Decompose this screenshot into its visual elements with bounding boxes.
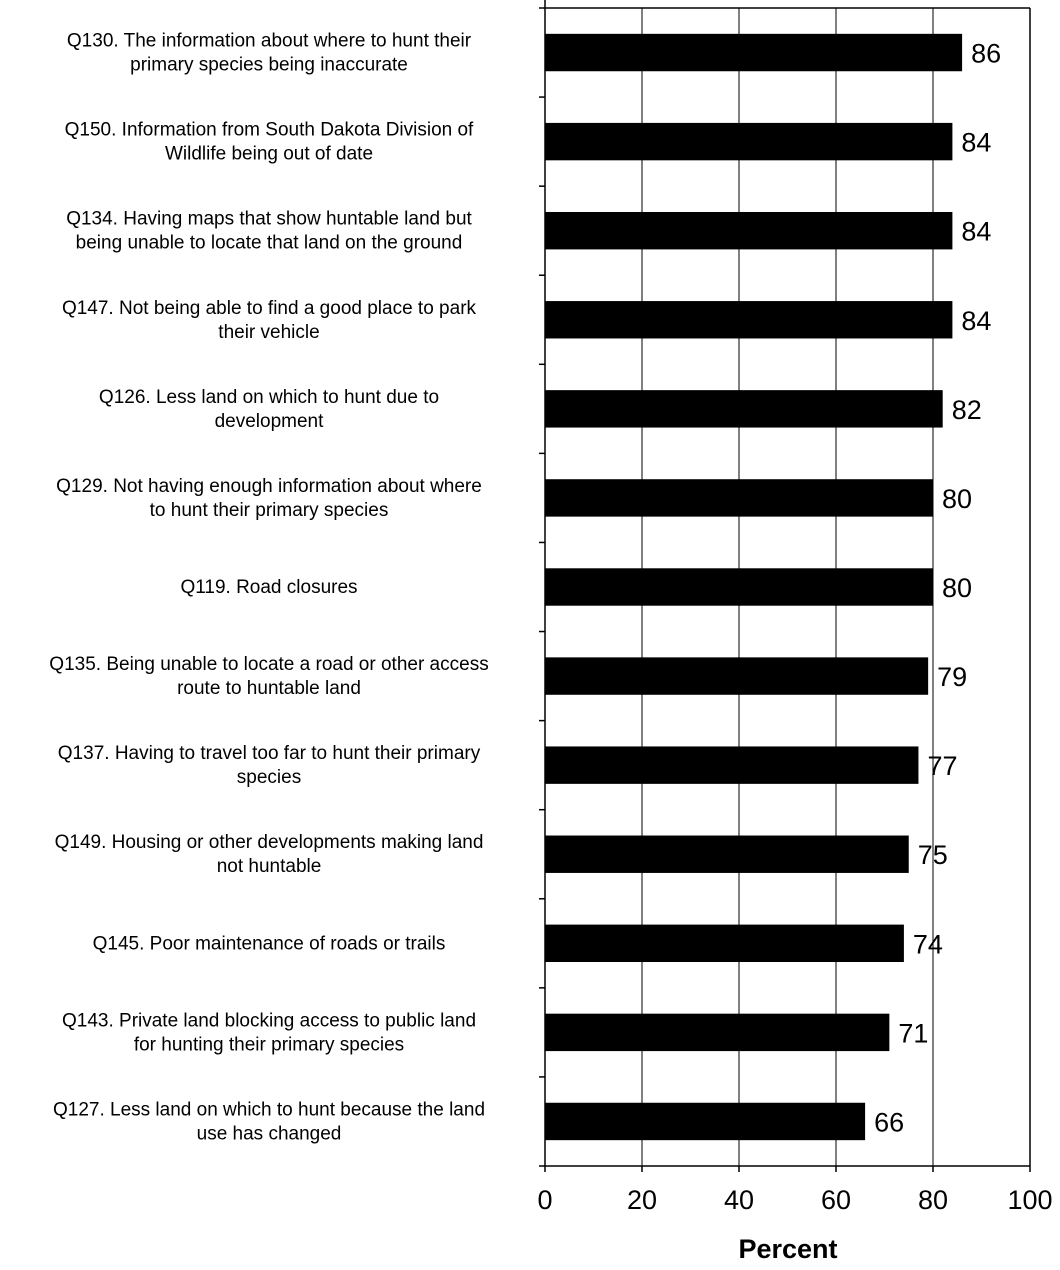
category-label-line: Q130. The information about where to hun… xyxy=(67,31,472,52)
category-label-line: Q150. Information from South Dakota Divi… xyxy=(65,120,474,141)
category-label: Q134. Having maps that show huntable lan… xyxy=(66,209,472,254)
bars xyxy=(545,33,963,1141)
x-tick-labels: 0 20 40 60 80 100 xyxy=(537,1185,1052,1215)
category-label-line: their vehicle xyxy=(218,322,319,343)
category-label: Q150. Information from South Dakota Divi… xyxy=(65,120,474,165)
data-label: 79 xyxy=(937,662,967,692)
x-tick-label: 0 xyxy=(537,1185,552,1215)
data-label: 66 xyxy=(874,1107,904,1137)
x-tick-label: 60 xyxy=(821,1185,851,1215)
category-label: Q149. Housing or other developments maki… xyxy=(55,832,484,877)
data-label: 74 xyxy=(913,929,943,959)
bar xyxy=(545,1102,866,1141)
category-label-line: Q137. Having to travel too far to hunt t… xyxy=(58,743,481,764)
category-label-line: Q134. Having maps that show huntable lan… xyxy=(66,209,472,230)
category-label-line: Q145. Poor maintenance of roads or trail… xyxy=(93,933,446,954)
category-label-line: route to huntable land xyxy=(177,678,361,699)
category-label: Q126. Less land on which to hunt due to d… xyxy=(99,387,439,432)
category-label-line: Q129. Not having enough information abou… xyxy=(56,476,482,497)
data-label: 75 xyxy=(918,840,948,870)
data-label: 84 xyxy=(961,128,991,158)
category-label-line: Q135. Being unable to locate a road or o… xyxy=(49,654,488,675)
category-label: Q119. Road closures xyxy=(180,577,357,598)
category-label-line: Q126. Less land on which to hunt due to xyxy=(99,387,439,408)
data-label: 86 xyxy=(971,39,1001,69)
bar xyxy=(545,835,909,873)
category-label-line: Q119. Road closures xyxy=(180,577,357,598)
category-label-line: not huntable xyxy=(217,856,322,877)
bar xyxy=(545,657,929,695)
category-label-line: to hunt their primary species xyxy=(150,500,389,521)
category-label-line: Wildlife being out of date xyxy=(165,144,373,165)
category-label-line: for hunting their primary species xyxy=(134,1034,404,1055)
category-label: Q135. Being unable to locate a road or o… xyxy=(49,654,488,699)
bar xyxy=(545,568,933,606)
data-label: 80 xyxy=(942,573,972,603)
bar xyxy=(545,390,943,428)
bar xyxy=(545,211,953,250)
category-label-line: use has changed xyxy=(197,1123,342,1144)
bar xyxy=(545,33,963,72)
x-tick-label: 80 xyxy=(918,1185,948,1215)
data-label: 84 xyxy=(961,306,991,336)
category-label-line: Q143. Private land blocking access to pu… xyxy=(62,1010,476,1031)
bar xyxy=(545,1013,890,1052)
data-label: 84 xyxy=(961,217,991,247)
x-axis-title: Percent xyxy=(738,1234,837,1264)
value-labels: 86 84 84 84 82 80 80 79 77 75 74 71 66 xyxy=(874,39,1001,1138)
category-labels: Q130. The information about where to hun… xyxy=(49,31,488,1145)
category-label-line: Q127. Less land on which to hunt because… xyxy=(53,1099,485,1120)
data-label: 71 xyxy=(898,1018,928,1048)
bar xyxy=(545,924,904,963)
data-label: 80 xyxy=(942,484,972,514)
bar xyxy=(545,746,919,784)
bar xyxy=(545,479,933,517)
category-label-line: species xyxy=(237,767,301,788)
category-label-line: Q149. Housing or other developments maki… xyxy=(55,832,484,853)
axes xyxy=(539,0,1031,1172)
category-label: Q127. Less land on which to hunt because… xyxy=(53,1099,485,1144)
category-label-line: Q147. Not being able to find a good plac… xyxy=(62,298,477,319)
category-label-line: being unable to locate that land on the … xyxy=(76,233,463,254)
category-label: Q130. The information about where to hun… xyxy=(67,31,472,76)
category-label: Q145. Poor maintenance of roads or trail… xyxy=(93,933,446,954)
category-label: Q137. Having to travel too far to hunt t… xyxy=(58,743,481,788)
category-label-line: primary species being inaccurate xyxy=(130,55,408,76)
category-label: Q129. Not having enough information abou… xyxy=(56,476,482,521)
data-label: 82 xyxy=(952,395,982,425)
category-label: Q143. Private land blocking access to pu… xyxy=(62,1010,476,1055)
x-tick-label: 100 xyxy=(1007,1185,1052,1215)
category-label: Q147. Not being able to find a good plac… xyxy=(62,298,477,343)
bar xyxy=(545,301,953,339)
bar xyxy=(545,122,953,161)
category-label-line: development xyxy=(215,411,325,432)
x-tick-label: 40 xyxy=(724,1185,754,1215)
x-tick-label: 20 xyxy=(627,1185,657,1215)
data-label: 77 xyxy=(927,751,957,781)
